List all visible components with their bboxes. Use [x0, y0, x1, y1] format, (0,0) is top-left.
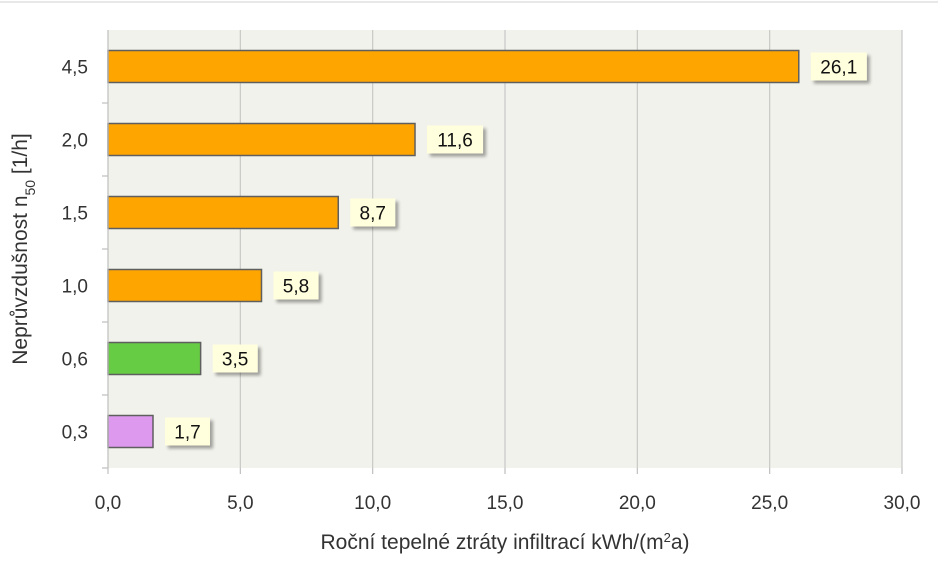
y-tick-label: 2,0 — [62, 131, 88, 152]
y-tick-label: 0,6 — [62, 350, 88, 371]
y-axis-title-sub: 50 — [22, 180, 38, 196]
x-tick-label: 15,0 — [487, 493, 524, 514]
data-label: 5,8 — [273, 271, 319, 300]
data-label-box — [350, 198, 396, 227]
y-tick-label: 0,3 — [62, 423, 88, 444]
y-tick-label: 1,0 — [62, 277, 88, 298]
bar — [107, 195, 340, 230]
x-tick-label: 25,0 — [751, 493, 788, 514]
data-label-text: 5,8 — [283, 277, 309, 298]
x-axis-title-main: Roční tepelné ztráty infiltrací kWh/(m — [320, 531, 663, 554]
data-label-text: 11,6 — [437, 131, 473, 152]
data-label-text: 3,5 — [222, 350, 248, 371]
bar — [107, 268, 263, 303]
data-label-box — [810, 52, 867, 81]
x-tick-label: 0,0 — [95, 493, 121, 514]
bar — [107, 414, 154, 449]
data-label-box — [212, 344, 258, 373]
data-label-text: 1,7 — [174, 423, 200, 444]
x-tick-label: 30,0 — [884, 493, 921, 514]
data-label: 3,5 — [212, 344, 258, 373]
bar — [107, 341, 202, 376]
data-label: 11,6 — [427, 125, 484, 154]
y-axis-title-end: [1/h] — [9, 133, 32, 180]
y-axis-title-main: Neprůvzdušnost n — [9, 196, 32, 365]
data-label-box — [164, 417, 210, 446]
x-axis-title-sup: 2 — [664, 530, 671, 545]
data-label-box — [273, 271, 319, 300]
data-label-text: 26,1 — [820, 58, 857, 79]
data-label: 26,1 — [810, 52, 867, 81]
y-axis-title: Neprůvzdušnost n50 [1/h] — [9, 133, 38, 365]
y-tick-label: 4,5 — [62, 58, 88, 79]
bar — [107, 49, 800, 84]
x-tick-label: 5,0 — [227, 493, 253, 514]
data-label: 1,7 — [164, 417, 210, 446]
x-axis-title-end: a) — [671, 531, 690, 554]
x-axis-title: Roční tepelné ztráty infiltrací kWh/(m2a… — [320, 530, 689, 555]
data-label: 8,7 — [350, 198, 396, 227]
x-tick-label: 20,0 — [619, 493, 656, 514]
data-label-text: 8,7 — [360, 204, 386, 225]
y-tick-label: 1,5 — [62, 204, 88, 225]
data-label-box — [427, 125, 484, 154]
x-tick-label: 10,0 — [354, 493, 391, 514]
bar — [107, 122, 416, 157]
